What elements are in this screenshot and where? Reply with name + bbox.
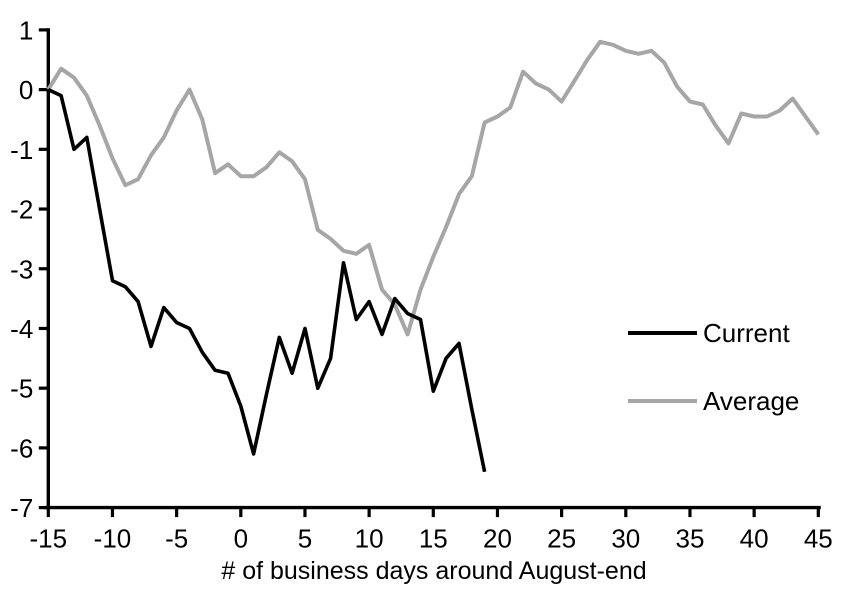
- x-tick-label: 45: [804, 524, 833, 554]
- x-tick-label: -15: [30, 524, 68, 554]
- x-tick-label: 25: [547, 524, 576, 554]
- y-tick-label: -3: [10, 254, 33, 284]
- x-tick-label: -10: [94, 524, 132, 554]
- y-tick-label: -2: [10, 195, 33, 225]
- x-tick-label: 10: [355, 524, 384, 554]
- x-tick-label: 20: [483, 524, 512, 554]
- y-tick-label: -7: [10, 493, 33, 523]
- x-tick-label: 35: [676, 524, 705, 554]
- y-tick-label: -1: [10, 135, 33, 165]
- x-tick-label: -5: [165, 524, 188, 554]
- y-tick-label: -4: [10, 314, 33, 344]
- x-tick-label: 0: [234, 524, 248, 554]
- y-tick-label: -6: [10, 433, 33, 463]
- x-tick-label: 30: [611, 524, 640, 554]
- x-tick-label: 5: [298, 524, 312, 554]
- x-axis-title: # of business days around August-end: [221, 557, 647, 585]
- y-tick-label: 0: [19, 75, 33, 105]
- x-tick-label: 15: [419, 524, 448, 554]
- series-line-average: [46, 39, 820, 337]
- x-tick-label: 40: [740, 524, 769, 554]
- y-tick-label: -5: [10, 374, 33, 404]
- series-line-current: [47, 87, 487, 473]
- y-tick-label: 1: [19, 15, 33, 45]
